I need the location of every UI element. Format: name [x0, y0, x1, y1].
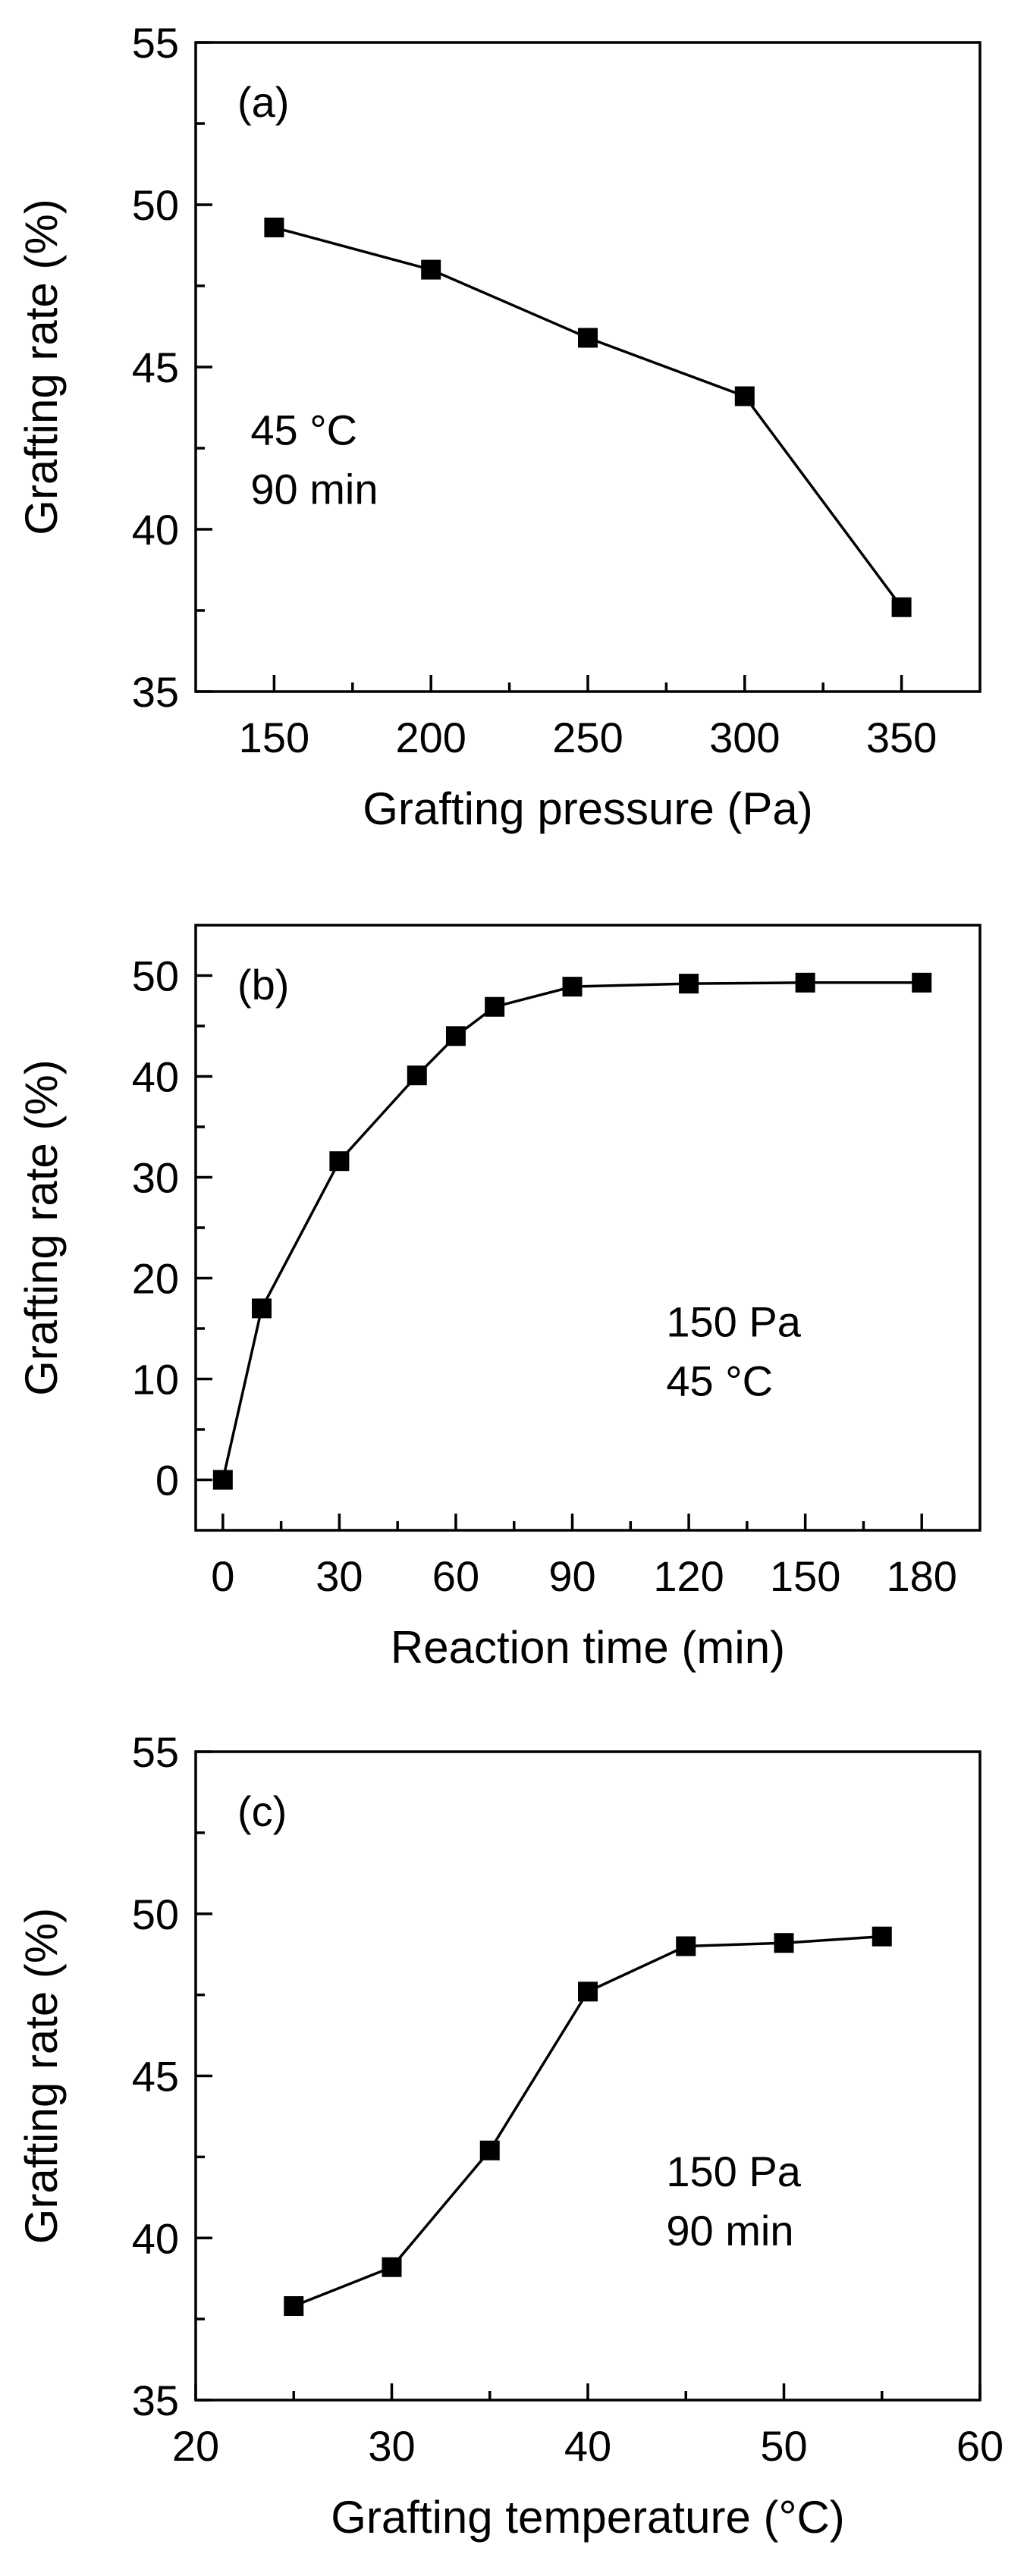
y-tick-label: 20 [132, 1255, 179, 1303]
annotation-line: 45 °C [250, 406, 357, 454]
x-tick-label: 0 [211, 1552, 234, 1600]
panel-label: (b) [237, 961, 289, 1009]
y-tick-label: 50 [132, 1890, 179, 1938]
x-tick-label: 50 [760, 2422, 807, 2470]
y-tick-label: 40 [132, 506, 179, 554]
annotation-line: 150 Pa [666, 2148, 801, 2195]
x-tick-label: 180 [886, 1552, 956, 1600]
data-point [872, 1926, 892, 1947]
data-point [676, 1936, 696, 1956]
x-tick-label: 30 [368, 2422, 415, 2470]
y-tick-label: 55 [132, 1728, 179, 1776]
data-point [382, 2257, 402, 2277]
data-point [891, 597, 912, 617]
y-tick-label: 50 [132, 181, 179, 229]
panel-label: (a) [237, 78, 289, 126]
chart-panel-2: 0 30 60 90 120 150 180 0 10 20 30 40 50 Reaction time… [16, 924, 981, 1673]
annotation-line: 150 Pa [666, 1298, 801, 1346]
x-axis-title: Grafting pressure (Pa) [363, 783, 813, 834]
data-point [407, 1065, 427, 1086]
series-line [273, 226, 903, 608]
data-point [264, 217, 284, 237]
annotation-line: 90 min [250, 466, 378, 513]
x-tick-label: 350 [866, 714, 937, 761]
data-point [252, 1298, 272, 1319]
y-tick-label: 10 [132, 1356, 179, 1404]
x-tick-label: 120 [653, 1552, 724, 1600]
panel-label: (c) [237, 1787, 287, 1835]
y-axis-title: Grafting rate (%) [16, 199, 67, 535]
y-axis-title: Grafting rate (%) [16, 1908, 67, 2244]
data-point [795, 972, 815, 993]
x-tick-label: 30 [316, 1552, 363, 1600]
x-tick-label: 20 [172, 2422, 219, 2470]
y-tick-label: 45 [132, 2053, 179, 2101]
annotation-line: 90 min [666, 2207, 793, 2254]
data-point [578, 328, 598, 348]
y-tick-label: 55 [132, 19, 179, 67]
x-tick-label: 60 [432, 1552, 479, 1600]
y-tick-label: 35 [132, 668, 179, 716]
y-tick-label: 30 [132, 1154, 179, 1202]
data-point [562, 977, 583, 997]
data-point [912, 972, 932, 993]
x-tick-label: 90 [548, 1552, 595, 1600]
chart-panel-3: 20 30 40 50 60 35 40 45 50 55 Grafting temperature… [16, 1728, 1003, 2543]
chart-panel-1: 150 200 250 300 350 35 40 45 50 55 Grafting pressu… [16, 19, 981, 834]
x-axis-title: Grafting temperature (°C) [331, 2492, 845, 2543]
annotation-line: 45 °C [666, 1357, 773, 1405]
y-axis-title: Grafting rate (%) [16, 1059, 67, 1395]
plot-frame [194, 924, 981, 1532]
y-tick-label: 40 [132, 1053, 179, 1101]
y-tick-label: 40 [132, 2214, 179, 2262]
data-point [479, 2140, 500, 2160]
x-tick-label: 250 [552, 714, 623, 761]
y-tick-label: 50 [132, 952, 179, 1000]
data-point [578, 1981, 598, 2002]
x-axis-title: Reaction time (min) [391, 1622, 785, 1673]
data-point [485, 996, 505, 1017]
series-line [221, 981, 922, 1480]
data-point [774, 1933, 794, 1953]
data-point [329, 1151, 350, 1172]
x-tick-label: 60 [956, 2422, 1003, 2470]
x-tick-label: 300 [709, 714, 780, 761]
x-tick-label: 150 [770, 1552, 840, 1600]
plot-frame [194, 1750, 981, 2402]
data-point [212, 1470, 233, 1490]
y-tick-label: 35 [132, 2377, 179, 2424]
plot-frame [194, 41, 981, 693]
data-point [734, 386, 755, 406]
data-point [284, 2296, 304, 2317]
x-tick-label: 40 [564, 2422, 611, 2470]
x-tick-label: 200 [395, 714, 466, 761]
y-tick-label: 45 [132, 344, 179, 391]
data-point [445, 1026, 466, 1046]
x-tick-label: 150 [239, 714, 309, 761]
data-point [679, 974, 699, 994]
y-tick-label: 0 [155, 1457, 179, 1504]
data-point [421, 259, 441, 280]
